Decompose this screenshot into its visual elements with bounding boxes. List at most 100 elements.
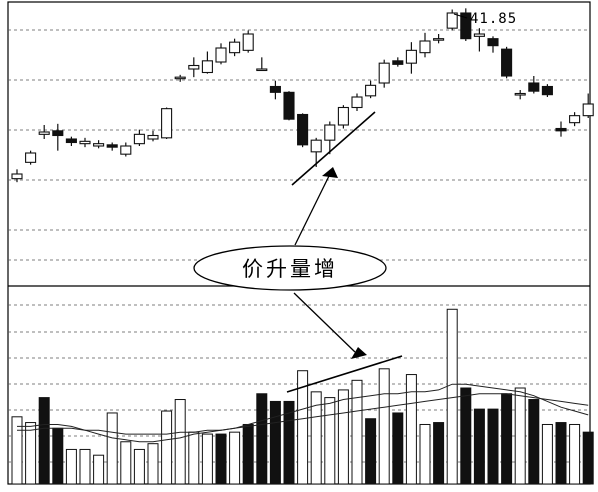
candlestick [120, 142, 132, 157]
volume-bar [487, 408, 499, 485]
annotations: 价升量增 41.85 [193, 11, 517, 393]
candlestick [201, 51, 213, 74]
candle-body [283, 91, 295, 120]
candle-body [133, 133, 145, 145]
volume-bar [460, 387, 472, 485]
candlestick [25, 150, 37, 165]
candlestick [147, 130, 159, 142]
candlestick [161, 107, 173, 139]
candle-body [201, 60, 213, 74]
volume-bar [269, 400, 281, 485]
candle-body [106, 144, 118, 148]
candle-body [147, 134, 159, 140]
candlestick [188, 57, 200, 78]
volume-bar [65, 448, 77, 485]
annotation-label: 价升量增 [242, 257, 338, 281]
candlestick [79, 137, 91, 148]
candle-body [242, 33, 254, 51]
volume-bar [215, 433, 227, 485]
volume-bar [501, 393, 513, 485]
up-arrow-shaft [294, 175, 330, 246]
volume-bar [242, 423, 254, 485]
candlestick [106, 142, 118, 151]
candlestick [283, 91, 295, 121]
volume-bar [351, 379, 363, 485]
candlestick [11, 169, 23, 183]
candle-body [446, 12, 458, 29]
candle-body [215, 47, 227, 63]
high-price-label: 41.85 [470, 11, 517, 27]
candle-body [473, 33, 485, 37]
candlestick [297, 113, 309, 148]
candlestick [242, 30, 254, 53]
candlestick [392, 57, 404, 67]
volume-bar [473, 408, 485, 485]
candle-body [65, 138, 77, 144]
volume-bar [133, 448, 145, 485]
candle-body [392, 60, 404, 65]
candlestick [446, 9, 458, 31]
volume-bar [229, 431, 241, 485]
candle-body [569, 115, 581, 124]
volume-bar [392, 412, 404, 485]
candle-body [38, 131, 50, 135]
candlestick [541, 84, 553, 97]
price-trend-line [291, 111, 376, 186]
candlestick [528, 76, 540, 94]
candle-body [365, 84, 377, 97]
volume-bar [161, 410, 173, 485]
volume-bar [297, 370, 309, 485]
candlestick [433, 34, 445, 44]
volume-bar [283, 400, 295, 485]
volume-bar [174, 399, 186, 485]
candle-body [351, 96, 363, 109]
volume-bar [256, 393, 268, 485]
candle-body [52, 130, 64, 137]
volume-bar [38, 397, 50, 485]
candlestick [487, 36, 499, 53]
candle-body [378, 62, 390, 84]
candle-body [555, 127, 567, 132]
annotation-ellipse [193, 245, 387, 291]
candlestick [419, 32, 431, 58]
candlestick [324, 121, 336, 155]
candle-body [174, 76, 186, 80]
candlestick [38, 125, 50, 139]
candlestick [215, 43, 227, 65]
candlestick [501, 46, 513, 79]
volume-ma-line-long [17, 393, 589, 435]
candle-body [487, 38, 499, 47]
volume-bar [147, 443, 159, 485]
candlestick [514, 90, 526, 100]
down-arrow-shaft [293, 292, 356, 353]
volume-bar [541, 423, 553, 485]
volume-bar [52, 427, 64, 485]
volume-bar [378, 368, 390, 485]
volume-trend-line [286, 355, 403, 393]
candle-body [528, 82, 540, 92]
volume-bar [120, 441, 132, 485]
candlestick [93, 140, 105, 149]
volume-bar [419, 423, 431, 485]
volume-bar [405, 374, 417, 485]
candle-body [541, 85, 553, 96]
candlestick [405, 42, 417, 74]
candle-body [256, 68, 268, 72]
volume-bar [365, 418, 377, 485]
candle-body [514, 92, 526, 96]
candle-body [460, 12, 472, 40]
candle-body [188, 64, 200, 70]
candle-body [269, 85, 281, 93]
candlestick [337, 105, 349, 129]
volume-bar [310, 391, 322, 485]
high-price-leader [453, 13, 468, 19]
volume-bar [201, 433, 213, 485]
volume-bar [514, 387, 526, 485]
candlestick [351, 93, 363, 111]
candle-body [93, 143, 105, 147]
candle-body [11, 173, 23, 180]
volume-bar [324, 397, 336, 485]
candle-body [79, 140, 91, 145]
candle-body [582, 103, 594, 117]
volume-bar [582, 431, 594, 485]
